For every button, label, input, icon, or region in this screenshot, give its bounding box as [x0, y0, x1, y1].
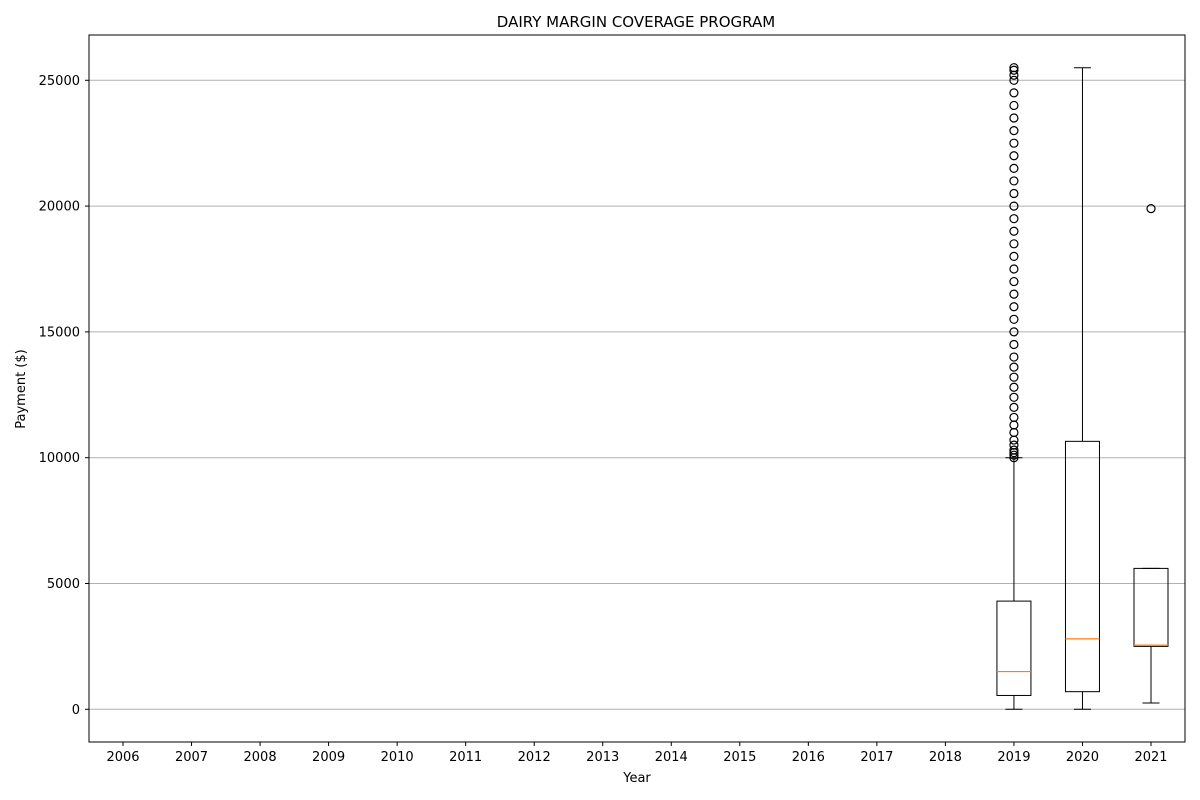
outlier-point — [1009, 100, 1019, 111]
outlier-point — [1009, 427, 1019, 438]
outlier-point — [1009, 445, 1019, 455]
outlier-point — [1009, 382, 1019, 392]
outlier-point — [1009, 239, 1019, 249]
outlier-point — [1009, 289, 1019, 299]
x-tick-label: 2009 — [312, 750, 345, 765]
outlier-point — [1009, 65, 1019, 75]
x-tick-label: 2020 — [1066, 750, 1099, 765]
box-2020 — [1064, 67, 1100, 710]
outlier-point — [1009, 201, 1019, 211]
outlier-point — [1009, 339, 1019, 350]
iqr-box — [996, 600, 1032, 696]
outlier-point — [1009, 188, 1019, 199]
outlier-point — [1009, 75, 1019, 85]
outlier-point — [1009, 440, 1019, 450]
outlier-point — [1009, 251, 1019, 262]
x-tick-label: 2008 — [244, 750, 277, 765]
outlier-point — [1009, 314, 1019, 324]
outlier-point — [1009, 450, 1019, 460]
x-tick-label: 2018 — [929, 750, 962, 765]
outlier-point — [1009, 392, 1019, 402]
outlier-point — [1009, 276, 1019, 287]
y-tick-label: 0 — [72, 703, 80, 718]
outlier-point — [1009, 151, 1019, 161]
x-tick-label: 2021 — [1134, 750, 1167, 765]
outlier-point — [1009, 126, 1019, 136]
iqr-box — [1133, 567, 1169, 647]
y-tick-label: 25000 — [39, 74, 80, 89]
x-axis-label: Year — [622, 771, 651, 786]
x-tick-label: 2016 — [792, 750, 825, 765]
outlier-point — [1009, 113, 1019, 123]
x-tick-label: 2011 — [449, 750, 482, 765]
outlier-point — [1009, 214, 1019, 224]
outlier-point — [1009, 63, 1019, 73]
outlier-point — [1009, 176, 1019, 186]
outlier-point — [1009, 138, 1019, 148]
outlier-point — [1009, 163, 1019, 173]
outlier-point — [1009, 352, 1019, 362]
x-tick-label: 2019 — [997, 750, 1030, 765]
outlier-point — [1009, 327, 1019, 337]
x-tick-label: 2010 — [381, 750, 414, 765]
outlier-point — [1009, 402, 1019, 412]
outlier-point — [1009, 420, 1019, 430]
box-series — [996, 63, 1169, 710]
outlier-point — [1009, 226, 1019, 236]
y-tick-label: 15000 — [39, 325, 80, 340]
axes-frame — [88, 34, 1186, 743]
outlier-point — [1009, 88, 1019, 98]
iqr-box — [1064, 440, 1100, 693]
chart-title: DAIRY MARGIN COVERAGE PROGRAM — [497, 13, 775, 31]
box-2021 — [1133, 204, 1169, 704]
x-tick-label: 2007 — [175, 750, 208, 765]
outlier-point — [1009, 302, 1019, 312]
outlier-point — [1009, 435, 1019, 445]
outlier-point — [1146, 204, 1156, 214]
outlier-point — [1009, 412, 1019, 423]
outlier-point — [1009, 362, 1019, 372]
outlier-point — [1009, 372, 1019, 382]
grid-lines — [89, 79, 1185, 710]
x-tick-label: 2013 — [586, 750, 619, 765]
x-tick-label: 2017 — [860, 750, 893, 765]
y-axis-ticks: 0 5000 10000 15000 20000 25000 — [39, 74, 89, 718]
x-axis-ticks: 2006 2007 2008 2009 2010 2011 2012 2013 2014 2015… — [106, 742, 1168, 765]
x-tick-label: 2015 — [723, 750, 756, 765]
x-tick-label: 2014 — [655, 750, 688, 765]
y-tick-label: 5000 — [47, 577, 80, 592]
outlier-point — [1009, 264, 1019, 274]
x-tick-label: 2006 — [106, 750, 139, 765]
box-2019 — [996, 63, 1032, 710]
y-tick-label: 10000 — [39, 451, 80, 466]
y-tick-label: 20000 — [39, 200, 80, 215]
x-tick-label: 2012 — [518, 750, 551, 765]
y-axis-label: Payment ($) — [14, 349, 29, 428]
